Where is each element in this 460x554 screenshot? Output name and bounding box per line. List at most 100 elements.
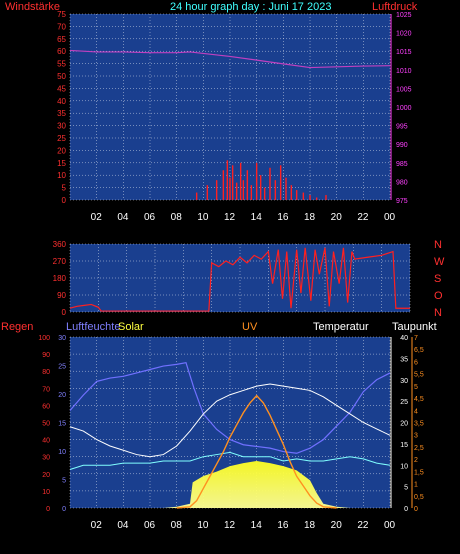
regen-y-tick: 50 xyxy=(42,421,50,428)
regen-y-tick: 100 xyxy=(38,335,50,342)
uv-label: UV xyxy=(242,321,258,333)
taupunkt-label: Taupunkt xyxy=(392,321,437,333)
temperatur-y-tick: 10 xyxy=(400,463,408,470)
uv-y-tick: 1 xyxy=(414,482,418,489)
luftfeuchte-y-tick: 5 xyxy=(62,478,66,485)
regen-y-tick: 30 xyxy=(42,455,50,462)
regen-y-tick: 90 xyxy=(42,352,50,359)
luftfeuchte-y-tick: 20 xyxy=(58,392,66,399)
uv-y-tick: 6,5 xyxy=(414,347,424,354)
compass-label: O xyxy=(434,290,443,302)
solar-label: Solar xyxy=(118,321,144,333)
panel3-x-tick: 20 xyxy=(331,520,343,531)
panel3-x-tick: 04 xyxy=(117,520,129,531)
left-axis-title: Windstärke xyxy=(5,1,61,13)
uv-y-tick: 3 xyxy=(414,433,418,440)
direction-y-tick: 180 xyxy=(53,274,67,283)
pressure-y-tick: 1015 xyxy=(396,49,412,56)
uv-y-tick: 2 xyxy=(414,457,418,464)
uv-y-tick: 4 xyxy=(414,408,418,415)
uv-y-tick: 7 xyxy=(414,335,418,342)
compass-label: N xyxy=(434,307,442,319)
wind-y-tick: 0 xyxy=(62,196,67,205)
panel1-x-tick: 04 xyxy=(117,212,129,223)
wind-y-tick: 15 xyxy=(57,159,66,168)
panel1-x-tick: 14 xyxy=(251,212,263,223)
temperatur-label: Temperatur xyxy=(313,321,369,333)
panel3-x-tick: 16 xyxy=(277,520,289,531)
uv-y-tick: 0 xyxy=(414,506,418,513)
direction-y-tick: 360 xyxy=(53,240,67,249)
regen-y-tick: 20 xyxy=(42,472,50,479)
pressure-y-tick: 1010 xyxy=(396,68,412,75)
uv-y-tick: 2,5 xyxy=(414,445,424,452)
uv-y-tick: 5 xyxy=(414,384,418,391)
luftfeuchte-label: Luftfeuchte xyxy=(66,321,121,333)
temperatur-y-tick: 20 xyxy=(400,421,408,428)
panel3-x-tick: 18 xyxy=(304,520,316,531)
uv-y-tick: 6 xyxy=(414,359,418,366)
panel1-x-tick: 00 xyxy=(384,212,396,223)
panel3-x-tick: 02 xyxy=(91,520,103,531)
wind-y-tick: 70 xyxy=(57,22,66,31)
panel1-x-tick: 06 xyxy=(144,212,156,223)
pressure-y-tick: 990 xyxy=(396,142,408,149)
humidity-line xyxy=(69,361,391,454)
regen-y-tick: 80 xyxy=(42,369,50,376)
temperatur-y-tick: 35 xyxy=(400,356,408,363)
compass-label: N xyxy=(434,239,442,251)
uv-y-tick: 1,5 xyxy=(414,469,424,476)
wind-y-tick: 30 xyxy=(57,122,66,131)
temperature-line xyxy=(69,383,391,458)
luftfeuchte-y-tick: 25 xyxy=(58,364,66,371)
panel3-x-tick: 00 xyxy=(384,520,396,531)
panel1-x-tick: 18 xyxy=(304,212,316,223)
temperatur-y-tick: 0 xyxy=(404,506,408,513)
panel1-x-tick: 02 xyxy=(91,212,103,223)
wind-y-tick: 75 xyxy=(57,10,66,19)
pressure-y-tick: 985 xyxy=(396,161,408,168)
pressure-y-tick: 1000 xyxy=(396,105,412,112)
panel1-x-tick: 08 xyxy=(171,212,183,223)
direction-y-tick: 270 xyxy=(53,257,67,266)
temperatur-y-tick: 40 xyxy=(400,335,408,342)
regen-y-tick: 10 xyxy=(42,489,50,496)
panel1-x-tick: 10 xyxy=(197,212,209,223)
panel1-x-tick: 20 xyxy=(331,212,343,223)
wind-y-tick: 60 xyxy=(57,47,66,56)
wind-y-tick: 50 xyxy=(57,72,66,81)
panel3-x-tick: 10 xyxy=(197,520,209,531)
pressure-y-tick: 995 xyxy=(396,124,408,131)
wind-y-tick: 10 xyxy=(57,171,66,180)
luftfeuchte-y-tick: 10 xyxy=(58,449,66,456)
compass-label: W xyxy=(434,256,445,268)
panel3-x-tick: 14 xyxy=(251,520,263,531)
direction-line xyxy=(69,247,410,312)
uv-line xyxy=(176,394,337,509)
temperatur-y-tick: 15 xyxy=(400,442,408,449)
right-axis-title: Luftdruck xyxy=(372,1,418,13)
panel1-x-tick: 12 xyxy=(224,212,236,223)
wind-y-tick: 40 xyxy=(57,97,66,106)
pressure-y-tick: 980 xyxy=(396,179,408,186)
wind-y-tick: 35 xyxy=(57,109,66,118)
panel1-x-tick: 16 xyxy=(277,212,289,223)
temperatur-y-tick: 25 xyxy=(400,399,408,406)
wind-y-tick: 65 xyxy=(57,35,66,44)
panel3-x-tick: 06 xyxy=(144,520,156,531)
uv-y-tick: 0,5 xyxy=(414,494,424,501)
luftfeuchte-y-tick: 15 xyxy=(58,421,66,428)
pressure-y-tick: 975 xyxy=(396,198,408,205)
uv-y-tick: 4,5 xyxy=(414,396,424,403)
panel3-x-tick: 08 xyxy=(171,520,183,531)
regen-y-tick: 60 xyxy=(42,403,50,410)
uv-y-tick: 5,5 xyxy=(414,372,424,379)
pressure-y-tick: 1005 xyxy=(396,86,412,93)
wind-y-tick: 55 xyxy=(57,60,66,69)
wind-y-tick: 45 xyxy=(57,84,66,93)
regen-label: Regen xyxy=(1,321,34,333)
wind-y-tick: 5 xyxy=(62,184,67,193)
solar-area xyxy=(136,460,364,508)
